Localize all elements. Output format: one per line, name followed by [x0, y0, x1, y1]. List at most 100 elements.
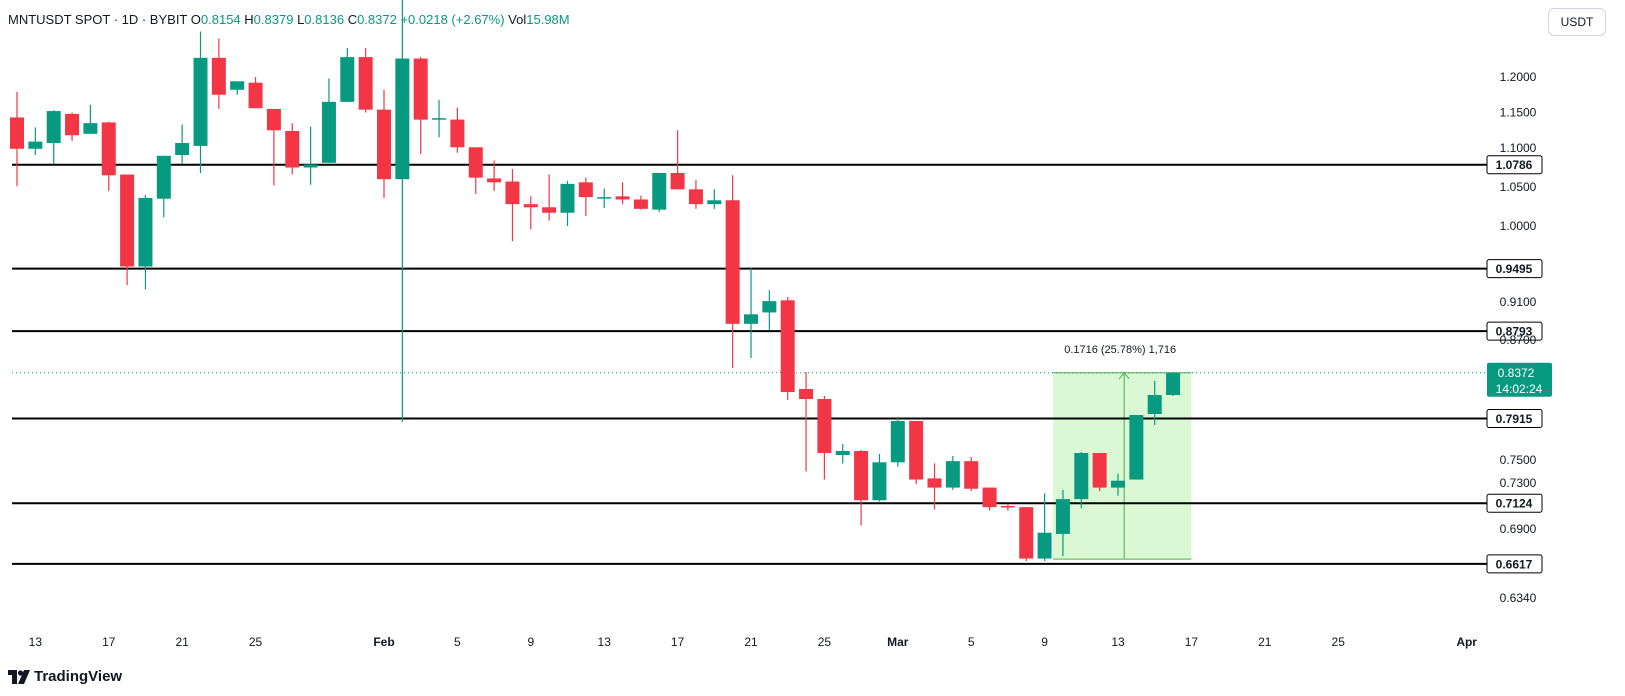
candle-body: [1019, 507, 1034, 559]
candle-body: [413, 58, 428, 120]
x-axis-tick-label: 25: [1332, 635, 1346, 649]
candle-body: [1166, 373, 1181, 395]
x-axis-tick-label: 13: [1111, 635, 1125, 649]
candle-body: [303, 164, 318, 168]
open-value: 0.8154: [200, 12, 241, 27]
y-axis-tick-label: 1.0500: [1500, 180, 1537, 194]
current-price-tag: [1487, 362, 1552, 397]
x-axis-tick-label: 17: [671, 635, 685, 649]
price-tag-label: 0.7915: [1496, 412, 1533, 426]
price-tag-label: 0.8793: [1496, 325, 1533, 339]
candle-body: [395, 58, 410, 180]
candle-body: [560, 183, 575, 213]
candle-body: [707, 200, 722, 205]
low-value: 0.8136: [304, 12, 345, 27]
candle-body: [1000, 506, 1015, 508]
candle-body: [964, 461, 979, 489]
candle-body: [505, 181, 520, 205]
low-label: L: [297, 12, 305, 27]
symbol-label[interactable]: MNTUSDT SPOT · 1D · BYBIT: [8, 12, 188, 27]
price-tag: [1486, 554, 1543, 574]
candle-body: [138, 197, 153, 267]
candle-body: [468, 147, 483, 178]
x-axis-tick-label: 25: [249, 635, 263, 649]
candle-body: [175, 143, 190, 156]
y-axis-tick-label: 1.1000: [1500, 141, 1537, 155]
candle-body: [10, 117, 24, 149]
x-axis-tick-label: 21: [744, 635, 758, 649]
x-axis-tick-label: 21: [175, 635, 189, 649]
candle-body: [340, 57, 355, 102]
candle-body: [1111, 480, 1125, 488]
candle-body: [266, 108, 281, 131]
x-axis-tick-label: 9: [1041, 635, 1048, 649]
candle-body: [688, 189, 703, 205]
candle-body: [1037, 532, 1052, 559]
candle-body: [670, 172, 685, 190]
candle-body: [46, 111, 61, 144]
measure-label: 0.1716 (25.78%) 1,716: [1064, 344, 1176, 356]
volume-value: 15.98M: [526, 12, 570, 27]
y-axis-tick-label: 0.7300: [1500, 476, 1537, 490]
open-label: O: [190, 12, 201, 27]
tradingview-brand: TradingView: [34, 668, 123, 685]
candle-body: [101, 122, 116, 176]
price-tag-label: 0.7124: [1496, 497, 1533, 511]
candle-body: [248, 82, 263, 109]
x-axis-tick-label: 13: [598, 635, 612, 649]
candle-body: [578, 182, 593, 198]
x-axis-tick-label: 25: [818, 635, 832, 649]
candle-body: [1092, 453, 1107, 488]
y-axis-tick-label: 0.7500: [1500, 453, 1537, 467]
candle-body: [872, 462, 887, 501]
x-axis-tick-label: 5: [968, 635, 975, 649]
candle-body: [432, 118, 447, 120]
candle-body: [780, 300, 795, 392]
x-axis-tick-label: 9: [527, 635, 534, 649]
candle-body: [211, 57, 226, 95]
currency-button[interactable]: USDT: [1548, 8, 1606, 36]
x-axis-tick-label: 5: [454, 635, 461, 649]
x-axis-tick-label: 17: [1185, 635, 1199, 649]
tradingview-footer[interactable]: TradingView: [8, 668, 122, 685]
x-axis-tick-label: Apr: [1456, 635, 1477, 649]
price-tag-label: 0.9495: [1496, 262, 1533, 276]
candle-body: [542, 207, 557, 213]
change-value: +0.0218 (+2.67%): [400, 12, 505, 27]
price-tag: [1486, 259, 1543, 279]
y-axis-tick-label: 0.6340: [1500, 591, 1537, 605]
measure-box: [1052, 372, 1192, 560]
x-axis-tick-label: Feb: [373, 635, 394, 649]
candle-body: [487, 178, 502, 183]
x-axis-tick-label: 17: [102, 635, 116, 649]
y-axis-tick-label: 1.1500: [1500, 106, 1537, 120]
high-value: 0.8379: [253, 12, 294, 27]
candle-body: [927, 478, 942, 488]
y-axis-tick-label: 1.2000: [1500, 70, 1537, 84]
candle-body: [982, 487, 997, 508]
symbol-header: MNTUSDT SPOT · 1D · BYBIT O0.8154 H0.837…: [8, 12, 570, 27]
price-tag: [1486, 409, 1543, 428]
candle-body: [523, 204, 538, 208]
candle-body: [762, 301, 777, 313]
y-axis-tick-label: 0.8700: [1500, 333, 1537, 347]
candle-body: [909, 421, 924, 480]
candle-body: [890, 421, 905, 463]
price-tag: [1486, 155, 1543, 175]
x-axis-tick-label: Mar: [887, 635, 909, 649]
candle-body: [230, 81, 245, 90]
candle-body: [358, 57, 373, 110]
y-axis-tick-label: 0.6900: [1500, 522, 1537, 536]
candle-body: [945, 461, 960, 488]
candle-body: [156, 155, 171, 199]
candle-body: [854, 451, 869, 501]
candle-body: [652, 172, 667, 210]
candle-body: [450, 119, 465, 148]
candle-body: [633, 199, 648, 209]
candle-body: [28, 141, 43, 149]
price-tag-label: 0.6617: [1496, 557, 1533, 571]
candle-body: [725, 200, 740, 324]
candle-body: [1055, 499, 1070, 534]
candle-body: [835, 451, 850, 455]
